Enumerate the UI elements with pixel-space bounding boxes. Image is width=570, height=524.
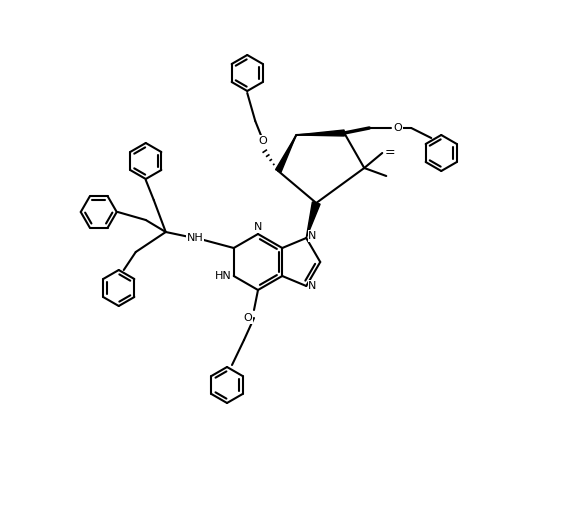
Text: N: N: [308, 281, 316, 291]
Polygon shape: [275, 135, 296, 172]
Text: N: N: [254, 222, 262, 232]
Text: N: N: [308, 231, 316, 241]
Text: O: O: [243, 313, 252, 323]
Text: O: O: [393, 123, 402, 133]
Text: O: O: [259, 136, 268, 146]
Polygon shape: [296, 130, 344, 136]
Text: HN: HN: [215, 271, 232, 281]
Text: NH: NH: [187, 233, 203, 243]
Polygon shape: [306, 202, 320, 238]
Text: =: =: [384, 147, 395, 159]
